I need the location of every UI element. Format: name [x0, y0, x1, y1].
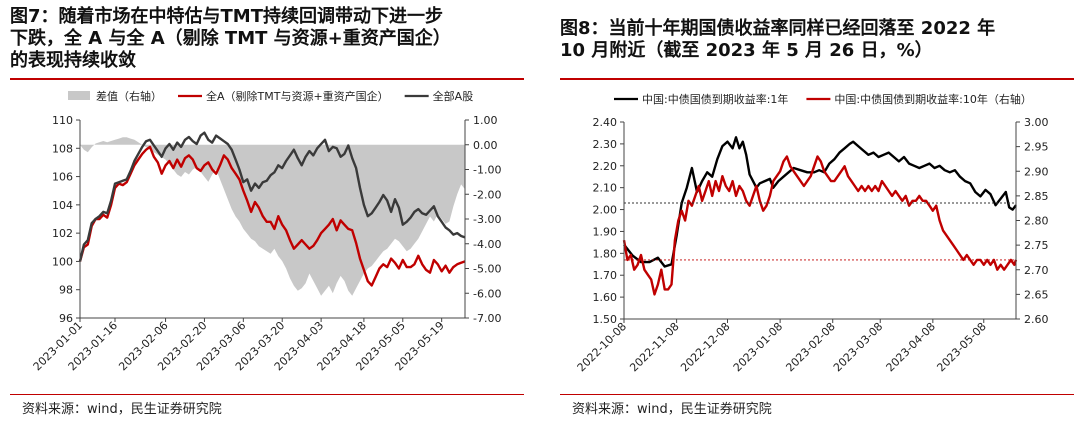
right-bottom-rule — [560, 394, 1074, 395]
y-tick-label-left: 2.10 — [593, 182, 618, 195]
y-tick-label-right: -5.00 — [473, 263, 501, 276]
series-area-0 — [80, 137, 465, 296]
right-top-rule — [560, 78, 1074, 80]
series-line-1 — [622, 155, 1018, 296]
y-tick-label-left: 100 — [52, 255, 73, 268]
y-tick-label-right: -3.00 — [473, 213, 501, 226]
y-tick-label-right: -7.00 — [473, 312, 501, 325]
legend-label-1: 中国:中债国债到期收益率:10年（右轴） — [834, 92, 1031, 106]
series-line-1 — [78, 145, 466, 287]
y-tick-label-left: 1.50 — [593, 313, 618, 326]
series-line-2 — [78, 131, 466, 262]
y-tick-label-left: 1.70 — [593, 269, 618, 282]
right-source-note: 资料来源：wind，民生证券研究院 — [572, 402, 772, 417]
y-tick-label-left: 2.00 — [593, 204, 618, 217]
legend-label-0: 差值（右轴） — [96, 89, 162, 103]
y-tick-label-left: 102 — [52, 227, 73, 240]
left-bottom-rule — [10, 394, 524, 395]
right-title-line-2: 10 月附近（截至 2023 年 5 月 26 日，%） — [560, 40, 933, 61]
x-tick-label: 2023-01-08 — [731, 320, 785, 374]
y-tick-label-right: -1.00 — [473, 164, 501, 177]
left-title-line-1: 图7：随着市场在中特估与TMT持续回调带动下进一步 — [10, 6, 443, 27]
y-tick-label-left: 2.30 — [593, 138, 618, 151]
y-tick-label-right: 2.75 — [1024, 239, 1049, 252]
right-chart: 中国:中债国债到期收益率:1年 中国:中债国债到期收益率:10年（右轴） 1.50 1… — [575, 92, 1049, 374]
y-tick-label-right: 0.00 — [473, 139, 498, 152]
y-tick-label-right: -4.00 — [473, 238, 501, 251]
y-tick-label-left: 1.80 — [593, 247, 618, 260]
legend-swatch-0 — [68, 91, 90, 100]
y-tick-label-left: 108 — [52, 142, 73, 155]
y-tick-label-left: 98 — [59, 284, 73, 297]
y-tick-label-right: 3.00 — [1024, 116, 1049, 129]
y-tick-label-right: 2.60 — [1024, 313, 1049, 326]
legend-label-2: 全部A股 — [433, 89, 474, 103]
y-tick-label-left: 110 — [52, 114, 73, 127]
x-tick-label: 2022-10-08 — [575, 320, 629, 374]
left-figure-title: 图7：随着市场在中特估与TMT持续回调带动下进一步 下跌，全 A 与全 A（剔除… — [10, 6, 524, 72]
left-chart: 差值（右轴） 全A（剔除TMT与资源+重资产国企） 全部A股 96 98 100 102 10… — [31, 89, 502, 373]
y-tick-label-left: 2.20 — [593, 160, 618, 173]
legend-label-0: 中国:中债国债到期收益率:1年 — [642, 92, 788, 106]
y-tick-label-right: 2.90 — [1024, 165, 1049, 178]
y-tick-label-left: 96 — [59, 312, 73, 325]
y-tick-label-right: 2.65 — [1024, 288, 1049, 301]
y-tick-label-right: -6.00 — [473, 287, 501, 300]
left-figure-panel: 图7：随着市场在中特估与TMT持续回调带动下进一步 下跌，全 A 与全 A（剔除… — [0, 0, 530, 421]
right-title-line-1: 图8：当前十年期国债收益率同样已经回落至 2022 年 — [560, 18, 996, 39]
series-line-0 — [623, 136, 1017, 268]
x-tick-label: 2023-02-08 — [783, 320, 837, 374]
y-tick-label-left: 1.60 — [593, 291, 618, 304]
x-tick-label: 2023-04-08 — [884, 320, 938, 374]
left-title-line-2: 下跌，全 A 与全 A（剔除 TMT 与资源+重资产国企） — [10, 28, 451, 49]
y-tick-label-left: 1.90 — [593, 225, 618, 238]
y-tick-label-right: 1.00 — [473, 114, 498, 127]
left-title-line-3: 的表现持续收敛 — [10, 50, 136, 71]
y-tick-label-right: 2.85 — [1024, 190, 1049, 203]
x-tick-label: 2023-05-08 — [934, 320, 988, 374]
x-tick-label: 2022-11-08 — [627, 320, 681, 374]
x-tick-label: 2023-03-08 — [831, 320, 885, 374]
right-figure-title: 图8：当前十年期国债收益率同样已经回落至 2022 年 10 月附近（截至 20… — [560, 18, 1074, 62]
y-tick-label-left: 106 — [52, 171, 73, 184]
x-tick-label: 2022-12-08 — [678, 320, 732, 374]
left-source-note: 资料来源：wind，民生证券研究院 — [22, 402, 222, 417]
legend-label-1: 全A（剔除TMT与资源+重资产国企） — [206, 89, 389, 103]
y-tick-label-right: 2.70 — [1024, 264, 1049, 277]
y-tick-label-left: 104 — [52, 199, 73, 212]
right-figure-panel: 图8：当前十年期国债收益率同样已经回落至 2022 年 10 月附近（截至 20… — [550, 0, 1080, 421]
left-top-rule — [10, 78, 524, 80]
y-tick-label-right: 2.80 — [1024, 215, 1049, 228]
y-tick-label-left: 2.40 — [593, 116, 618, 129]
y-tick-label-right: 2.95 — [1024, 141, 1049, 154]
y-tick-label-right: -2.00 — [473, 188, 501, 201]
